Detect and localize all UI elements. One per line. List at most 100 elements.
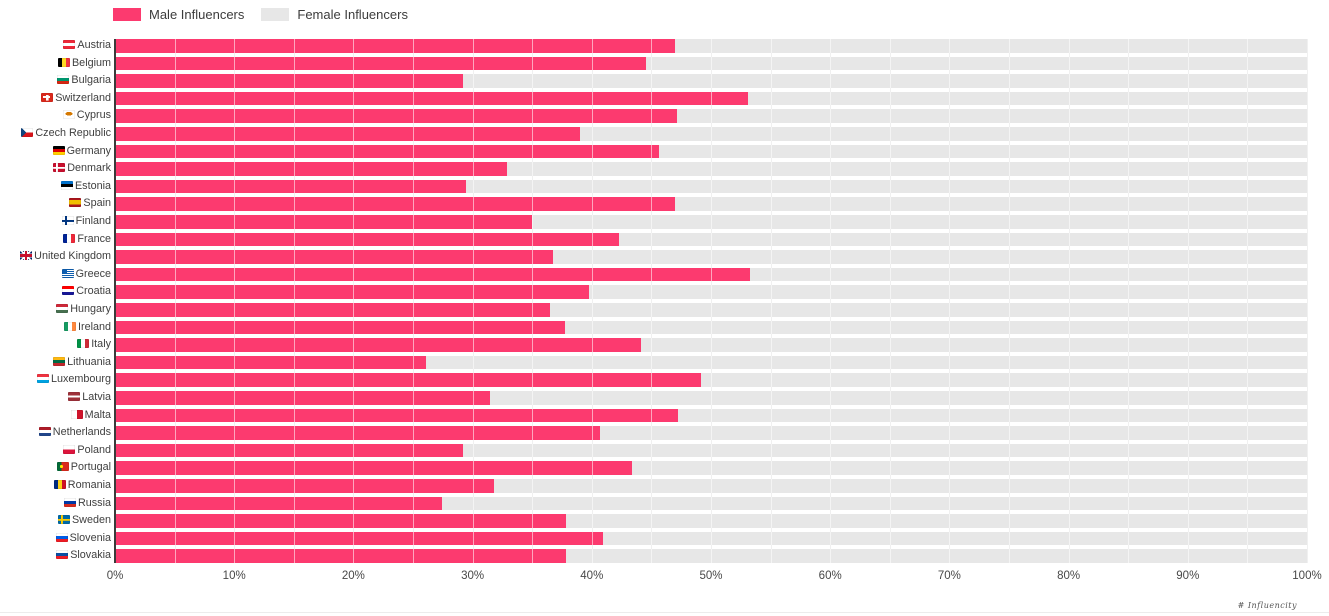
- country-label-belgium: Belgium: [0, 57, 112, 71]
- male-bar-bulgaria[interactable]: [116, 74, 463, 88]
- male-bar-sweden[interactable]: [116, 514, 567, 528]
- finland-flag-icon: [61, 216, 74, 225]
- country-label-malta: Malta: [0, 409, 112, 423]
- country-name: Malta: [84, 408, 111, 421]
- country-label-united-kingdom: United Kingdom: [0, 250, 112, 264]
- russia-flag-icon: [63, 497, 76, 507]
- gridline-overlay: [1068, 39, 1070, 563]
- gridline-overlay: [353, 39, 355, 563]
- country-label-cyprus: Cyprus: [0, 109, 112, 123]
- male-bar-france[interactable]: [116, 232, 619, 247]
- male-bar-italy[interactable]: [116, 338, 642, 352]
- male-bar-lithuania[interactable]: [116, 355, 426, 370]
- male-bar-slovenia[interactable]: [116, 531, 604, 546]
- country-name: Croatia: [76, 285, 111, 298]
- country-label-bulgaria: Bulgaria: [0, 74, 112, 88]
- country-label-poland: Poland: [0, 444, 112, 458]
- male-bar-latvia[interactable]: [116, 391, 490, 405]
- country-name: Netherlands: [52, 426, 111, 439]
- gridline-overlay: [1187, 39, 1189, 563]
- x-tick-label-0pct: 0%: [106, 570, 124, 582]
- gridline-overlay: [174, 39, 176, 563]
- united-kingdom-flag-icon: [20, 251, 33, 261]
- portugal-flag-icon: [56, 462, 69, 472]
- country-name: Italy: [91, 338, 111, 351]
- male-bar-romania[interactable]: [116, 479, 494, 493]
- country-name: Estonia: [74, 179, 111, 192]
- country-name: Switzerland: [55, 91, 111, 104]
- gridline-overlay: [770, 39, 772, 563]
- country-label-sweden: Sweden: [0, 514, 112, 528]
- x-tick-label-60pct: 60%: [818, 570, 842, 582]
- country-label-russia: Russia: [0, 497, 112, 511]
- male-bar-hungary[interactable]: [116, 303, 550, 317]
- lithuania-flag-icon: [53, 356, 66, 366]
- country-name: Belgium: [71, 56, 111, 69]
- denmark-flag-icon: [53, 163, 66, 173]
- male-bar-cyprus[interactable]: [116, 109, 677, 123]
- country-name: Luxembourg: [50, 373, 111, 386]
- male-bar-ireland[interactable]: [116, 320, 565, 335]
- legend-item-female[interactable]: Female Influencers: [261, 7, 408, 22]
- gridline-overlay: [591, 39, 593, 563]
- male-bar-slovakia[interactable]: [116, 549, 567, 563]
- france-flag-icon: [63, 233, 76, 243]
- country-label-finland: Finland: [0, 215, 112, 229]
- x-tick-label-40pct: 40%: [580, 570, 604, 582]
- country-name: Lithuania: [67, 355, 111, 368]
- country-label-greece: Greece: [0, 268, 112, 282]
- male-bar-denmark[interactable]: [116, 162, 507, 176]
- male-bar-czech-republic[interactable]: [116, 127, 581, 141]
- male-bar-russia[interactable]: [116, 496, 443, 511]
- x-tick-label-90pct: 90%: [1176, 570, 1200, 582]
- country-label-switzerland: Switzerland: [0, 92, 112, 106]
- country-label-germany: Germany: [0, 145, 112, 159]
- belgium-flag-icon: [57, 57, 70, 67]
- x-tick-label-80pct: 80%: [1057, 570, 1081, 582]
- slovakia-flag-icon: [56, 550, 69, 560]
- country-label-spain: Spain: [0, 197, 112, 211]
- male-bar-austria[interactable]: [116, 39, 675, 53]
- male-bar-poland[interactable]: [116, 443, 463, 458]
- x-tick-label-100pct: 100%: [1292, 570, 1322, 582]
- male-bar-portugal[interactable]: [116, 461, 632, 475]
- country-name: Greece: [75, 267, 111, 280]
- country-label-latvia: Latvia: [0, 391, 112, 405]
- male-bar-estonia[interactable]: [116, 179, 467, 194]
- country-label-romania: Romania: [0, 479, 112, 493]
- male-bar-luxembourg[interactable]: [116, 373, 701, 387]
- country-name: Finland: [75, 215, 111, 227]
- croatia-flag-icon: [62, 286, 75, 296]
- italy-flag-icon: [77, 339, 90, 349]
- gridline-overlay: [413, 39, 414, 563]
- country-label-slovenia: Slovenia: [0, 532, 112, 546]
- male-bar-spain[interactable]: [116, 197, 675, 211]
- country-label-estonia: Estonia: [0, 180, 112, 194]
- y-axis-line: [114, 39, 116, 563]
- gridline-overlay: [472, 39, 474, 563]
- bulgaria-flag-icon: [57, 75, 70, 85]
- gridline-overlay: [1247, 39, 1249, 563]
- gridline-overlay: [711, 39, 712, 563]
- male-bar-switzerland[interactable]: [116, 91, 749, 106]
- male-bar-greece[interactable]: [116, 267, 750, 282]
- male-bar-malta[interactable]: [116, 408, 679, 423]
- slovenia-flag-icon: [55, 532, 68, 542]
- sweden-flag-icon: [57, 515, 70, 525]
- male-bar-germany[interactable]: [116, 144, 660, 159]
- male-bar-belgium[interactable]: [116, 56, 646, 71]
- cyprus-flag-icon: [62, 110, 75, 120]
- legend-item-male[interactable]: Male Influencers: [113, 7, 244, 22]
- country-name: Spain: [83, 197, 111, 210]
- greece-flag-icon: [61, 268, 74, 278]
- male-bar-netherlands[interactable]: [116, 426, 600, 440]
- female-legend-swatch: [261, 8, 290, 21]
- country-name: Slovakia: [70, 549, 111, 562]
- country-label-slovakia: Slovakia: [0, 549, 112, 563]
- country-name: Romania: [67, 479, 111, 491]
- country-name: Austria: [77, 39, 111, 51]
- male-bar-united-kingdom[interactable]: [116, 250, 554, 264]
- x-tick-label-70pct: 70%: [937, 570, 961, 582]
- male-bar-finland[interactable]: [116, 215, 532, 229]
